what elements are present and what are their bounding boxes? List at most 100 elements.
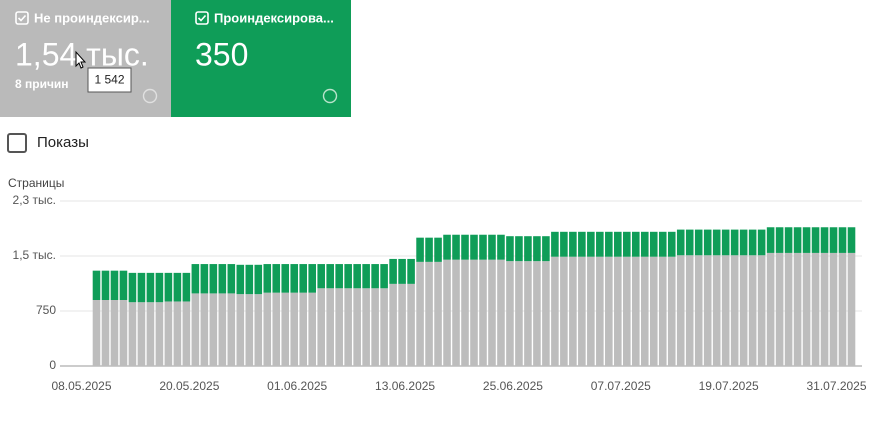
bar-segment [344, 264, 352, 289]
bar-segment [730, 255, 739, 366]
bar-segment [649, 231, 658, 257]
bar-segment [623, 231, 631, 257]
bar-segment [721, 229, 730, 256]
bar-segment [299, 264, 308, 293]
bar-segment [353, 288, 361, 366]
bar-segment [811, 227, 820, 253]
bar-segment [128, 302, 137, 366]
bar-segment [146, 272, 155, 303]
bar-segment [182, 301, 191, 366]
checkbox[interactable] [195, 11, 209, 25]
bar-segment [326, 264, 334, 289]
bar-segment [137, 272, 146, 303]
toggle-label[interactable]: Показы [37, 134, 89, 151]
bar-segment [263, 264, 272, 293]
checkbox[interactable] [7, 133, 27, 153]
bar-segment [685, 229, 694, 256]
bar-segment [506, 261, 514, 366]
bar-segment [811, 252, 820, 366]
bar-segment [569, 231, 577, 257]
bar-segment [254, 294, 263, 366]
bar-segment [551, 256, 559, 366]
bar-segment [757, 255, 766, 366]
bar-segment [533, 261, 541, 366]
bar-segment [506, 236, 514, 262]
bar-segment [218, 264, 227, 294]
bar-segment [461, 234, 469, 260]
bar-segment [676, 255, 685, 366]
bar-segment [254, 264, 263, 295]
bar-segment [281, 292, 290, 366]
bar-segment [416, 261, 424, 366]
help-icon[interactable] [142, 88, 158, 104]
bar-segment [263, 292, 272, 366]
bar-segment [227, 293, 236, 366]
bar-segment [452, 234, 460, 260]
bar-segment [838, 227, 847, 253]
bar-segment [605, 231, 613, 257]
bar-segment [847, 227, 856, 253]
bar-segment [631, 231, 640, 257]
bar-segment [757, 229, 766, 256]
bar-segment [775, 252, 784, 366]
bar-segment [452, 259, 460, 366]
bar-segment [461, 259, 469, 366]
checkbox[interactable] [15, 11, 29, 25]
bar-segment [200, 293, 209, 366]
bar-segment [793, 252, 802, 366]
help-icon[interactable] [322, 88, 338, 104]
bar-segment [245, 294, 254, 366]
bar-segment [164, 301, 173, 366]
bar-segment [470, 259, 478, 366]
bar-segment [703, 255, 712, 366]
bar-segment [578, 256, 586, 366]
bar-segment [488, 234, 496, 260]
bar-segment [533, 236, 541, 262]
bar-segment [443, 259, 451, 366]
bar-segment [380, 264, 388, 289]
bar-segment [667, 256, 676, 366]
cursor [75, 50, 87, 69]
bar-segment [308, 264, 317, 293]
bar-segment [596, 231, 604, 257]
bar-segment [605, 256, 613, 366]
bar-segment [730, 229, 739, 256]
bar-segment [209, 293, 218, 366]
bar-segment [371, 264, 379, 289]
bar-segment [578, 231, 586, 257]
tooltip [87, 67, 132, 93]
bar-segment [551, 231, 559, 257]
bar-segment [560, 231, 568, 257]
bar-segment [425, 237, 433, 262]
bar-segment [290, 264, 299, 293]
bar-segment [353, 264, 361, 289]
bar-segment [712, 229, 721, 256]
bar-segment [488, 259, 496, 366]
bar-segment [371, 288, 379, 366]
bar-segment [407, 258, 415, 284]
y-tick-label: 0 [49, 358, 56, 372]
bar-segment [587, 256, 595, 366]
bar-segment [497, 259, 505, 366]
x-tick-label: 01.06.2025 [267, 379, 327, 393]
bar-segment [524, 261, 532, 366]
bar-segment [802, 227, 811, 253]
bar-segment [173, 301, 182, 366]
bar-segment [497, 234, 505, 260]
y-tick-label: 1,5 тыс. [13, 248, 56, 262]
bar-segment [245, 264, 254, 295]
bar-segment [425, 261, 433, 366]
bar-segment [182, 272, 191, 302]
bar-segment [542, 261, 550, 366]
bar-segment [119, 300, 128, 366]
bar-segment [784, 252, 793, 366]
bar-segment [748, 255, 757, 366]
bar-segment [362, 264, 370, 289]
bar-segment [362, 288, 370, 366]
bar-segment [335, 264, 343, 289]
bar-segment [676, 229, 685, 256]
bar-segment [92, 300, 101, 366]
bar-segment [110, 300, 119, 366]
bar-segment [398, 283, 406, 366]
bar-segment [614, 256, 622, 366]
